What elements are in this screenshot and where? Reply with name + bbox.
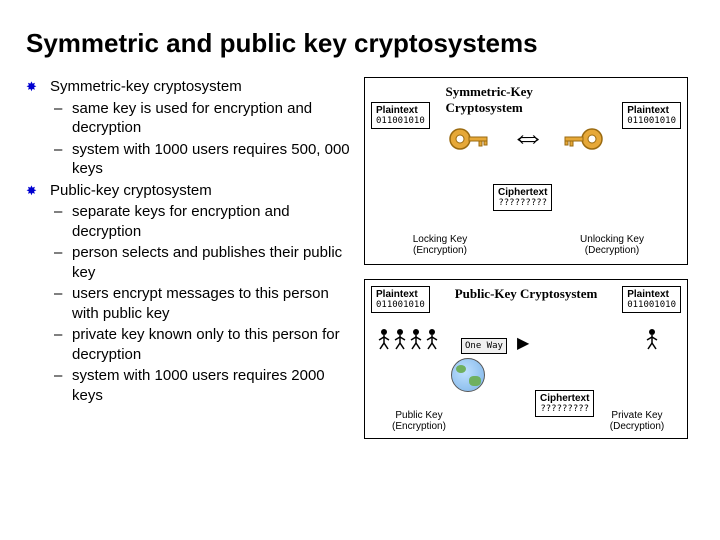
fig1-lock-caption: Locking Key (Encryption)	[395, 234, 485, 256]
dash-icon: –	[54, 325, 72, 345]
figure-column: Symmetric-Key Cryptosystem Plaintext 011…	[364, 77, 694, 439]
fig2-plaintext-left: Plaintext 011001010	[371, 286, 430, 313]
dash-icon: –	[54, 284, 72, 304]
person-icon	[409, 328, 423, 350]
person-icon	[377, 328, 391, 350]
key-icon	[447, 124, 491, 154]
dash-icon: –	[54, 243, 72, 263]
sub-1-2: – system with 1000 users requires 500, 0…	[54, 140, 354, 179]
fig2-priv-caption: Private Key (Decryption)	[597, 410, 677, 432]
fig2-plaintext-right: Plaintext 011001010	[622, 286, 681, 313]
sub-2-3: – users encrypt messages to this person …	[54, 284, 354, 323]
bullet-1-text: Symmetric-key cryptosystem	[50, 77, 354, 97]
dash-icon: –	[54, 202, 72, 222]
person-icon	[645, 328, 659, 350]
dash-icon: –	[54, 99, 72, 119]
bullet-1: ✸ Symmetric-key cryptosystem	[26, 77, 354, 97]
sub-2-5: – system with 1000 users requires 2000 k…	[54, 366, 354, 405]
symmetric-diagram: Symmetric-Key Cryptosystem Plaintext 011…	[364, 77, 688, 265]
content-row: ✸ Symmetric-key cryptosystem – same key …	[26, 77, 694, 439]
slide-title: Symmetric and public key cryptosystems	[26, 28, 694, 59]
fig1-ciphertext: Ciphertext ?????????	[493, 184, 552, 211]
sub-2-1: – separate keys for encryption and decry…	[54, 202, 354, 241]
person-icon	[425, 328, 439, 350]
sub-2-2: – person selects and publishes their pub…	[54, 243, 354, 282]
fig1-title: Symmetric-Key Cryptosystem	[446, 84, 607, 116]
oneway-box: One Way	[461, 338, 507, 354]
arrow-right-icon: ▶	[517, 336, 529, 352]
bullet-2-text: Public-key cryptosystem	[50, 181, 354, 201]
fig2-pub-caption: Public Key (Encryption)	[379, 410, 459, 432]
globe-icon	[451, 358, 485, 392]
bullet-2: ✸ Public-key cryptosystem	[26, 181, 354, 201]
sub-1-1: – same key is used for encryption and de…	[54, 99, 354, 138]
key-icon	[561, 124, 605, 154]
bullet-icon: ✸	[26, 181, 50, 200]
sub-2-4: – private key known only to this person …	[54, 325, 354, 364]
text-column: ✸ Symmetric-key cryptosystem – same key …	[26, 77, 354, 439]
bullet-icon: ✸	[26, 77, 50, 96]
person-icon	[393, 328, 407, 350]
fig2-title: Public-Key Cryptosystem	[455, 286, 598, 302]
publickey-diagram: Public-Key Cryptosystem Plaintext 011001…	[364, 279, 688, 439]
dash-icon: –	[54, 140, 72, 160]
fig1-plaintext-left: Plaintext 011001010	[371, 102, 430, 129]
double-arrow-icon: ⇔	[510, 118, 546, 154]
fig1-unlock-caption: Unlocking Key (Decryption)	[567, 234, 657, 256]
fig1-plaintext-right: Plaintext 011001010	[622, 102, 681, 129]
fig2-ciphertext: Ciphertext ?????????	[535, 390, 594, 417]
dash-icon: –	[54, 366, 72, 386]
